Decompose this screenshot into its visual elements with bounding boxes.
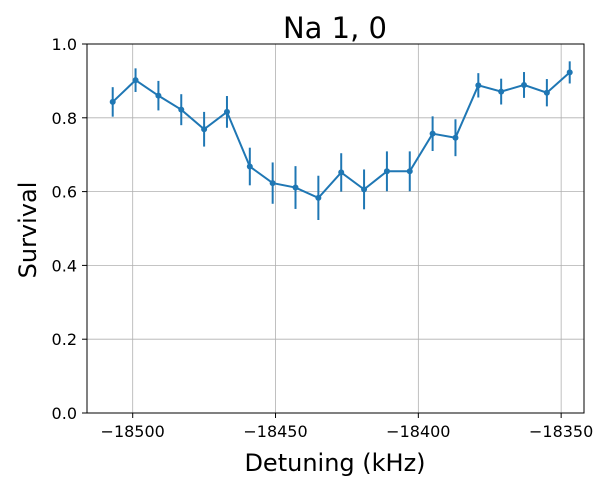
grid-lines <box>87 43 584 414</box>
data-point <box>452 134 459 141</box>
chart-title: Na 1, 0 <box>283 11 387 45</box>
y-tick-label: 0.4 <box>52 256 77 275</box>
data-point <box>201 126 208 133</box>
data-point <box>338 169 345 176</box>
data-point <box>361 186 368 193</box>
data-point <box>223 108 230 115</box>
data-point <box>498 88 505 95</box>
data-point <box>566 69 573 76</box>
data-point <box>246 163 253 170</box>
data-point <box>543 89 550 96</box>
x-tick-label: −18400 <box>386 422 450 441</box>
y-tick-label: 0.8 <box>52 109 77 128</box>
error-bars <box>111 61 571 221</box>
x-axis-label: Detuning (kHz) <box>244 449 425 477</box>
plot-frame <box>86 43 585 414</box>
data-point <box>132 77 139 84</box>
data-point <box>521 81 528 88</box>
data-point <box>383 168 390 175</box>
data-point <box>269 180 276 187</box>
data-point <box>406 168 413 175</box>
data-point <box>109 98 116 105</box>
y-tick-label: 1.0 <box>52 35 77 54</box>
y-axis-label: Survival <box>14 182 42 279</box>
y-tick-label: 0.2 <box>52 330 77 349</box>
data-point <box>315 194 322 201</box>
data-point <box>178 106 185 113</box>
x-tick-label: −18350 <box>529 422 593 441</box>
y-tick-label: 0.6 <box>52 183 77 202</box>
data-point <box>155 92 162 99</box>
data-points <box>109 69 573 201</box>
x-tick-label: −18500 <box>101 422 165 441</box>
x-tick-label: −18450 <box>243 422 307 441</box>
data-point <box>292 184 299 191</box>
y-tick-label: 0.0 <box>52 404 77 423</box>
data-point <box>475 82 482 89</box>
data-point <box>429 130 436 137</box>
y-axis-ticks: 0.0 0.2 0.4 0.6 0.8 1.0 <box>52 35 87 423</box>
x-axis-ticks: −18500 −18450 −18400 −18350 <box>101 413 593 441</box>
